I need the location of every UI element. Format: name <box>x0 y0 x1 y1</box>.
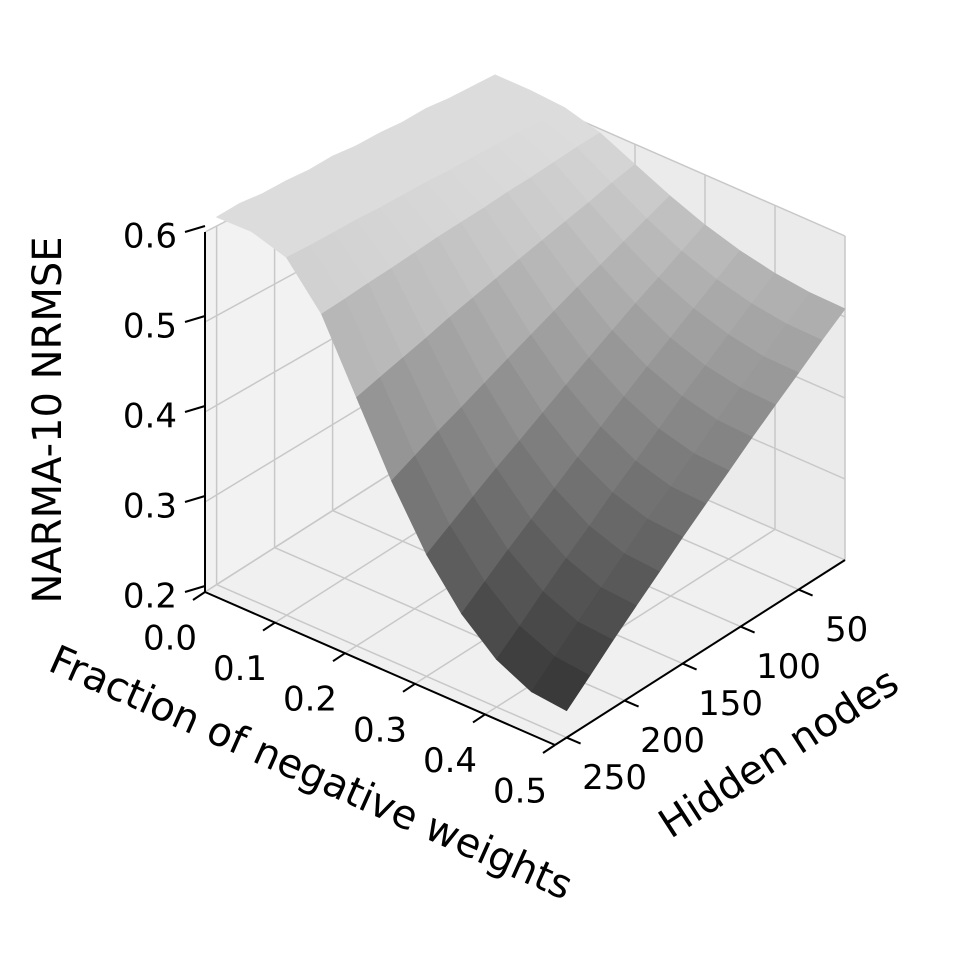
x-tick-label: 0.3 <box>353 710 407 750</box>
z-axis-label: NARMA-10 NRMSE <box>25 236 71 603</box>
y-axis-line <box>554 559 846 746</box>
x-tick-label: 0.2 <box>283 680 337 720</box>
y-tick-label: 250 <box>582 758 647 798</box>
z-tick <box>184 225 206 233</box>
x-tick <box>332 652 346 663</box>
z-tick <box>184 495 206 503</box>
y-tick <box>682 662 697 671</box>
x-tick-label: 0.5 <box>493 772 547 812</box>
y-tick <box>798 588 813 597</box>
x-tick-label: 0.4 <box>423 741 477 781</box>
x-tick <box>402 682 416 693</box>
y-tick-label: 150 <box>698 684 763 724</box>
grid-line <box>216 583 567 739</box>
z-tick-label: 0.5 <box>123 307 177 347</box>
z-tick-label: 0.4 <box>123 397 177 437</box>
surface <box>216 74 846 712</box>
x-tick <box>262 621 276 632</box>
z-tick-label: 0.6 <box>123 217 177 257</box>
y-tick-label: 200 <box>640 721 705 761</box>
y-tick-label: 100 <box>756 647 821 687</box>
x-tick <box>472 713 486 724</box>
x-axis-line <box>204 591 556 746</box>
z-tick-label: 0.3 <box>123 487 177 527</box>
x-tick-label: 0.0 <box>143 619 197 659</box>
x-tick <box>542 744 556 754</box>
x-tick-label: 0.1 <box>213 649 267 689</box>
x-tick <box>192 591 206 601</box>
y-tick-label: 50 <box>825 610 868 650</box>
surface-cell <box>531 656 591 712</box>
z-tick <box>184 405 206 413</box>
z-tick-label: 0.2 <box>123 577 177 617</box>
y-tick <box>566 736 581 745</box>
z-tick <box>184 315 206 323</box>
y-tick <box>740 625 755 634</box>
z-tick <box>184 585 206 593</box>
y-tick <box>624 699 639 708</box>
